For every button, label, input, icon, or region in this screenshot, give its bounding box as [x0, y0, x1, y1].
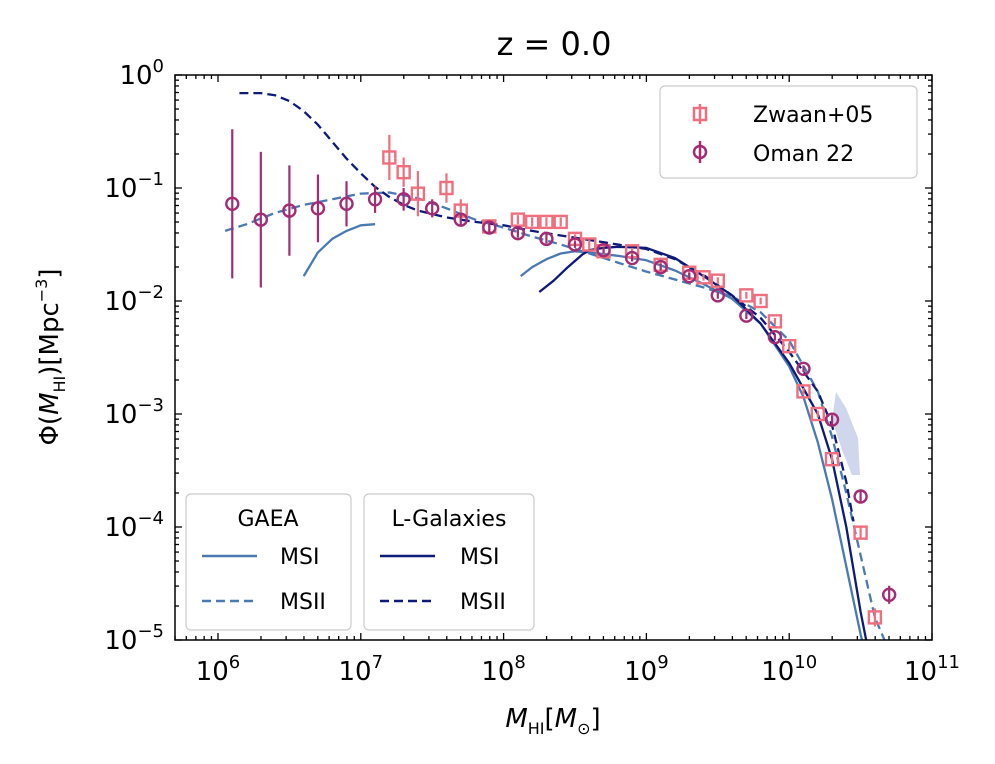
marker-zwaan-05-25: [853, 525, 868, 540]
y-tick-label-2: 10−2: [104, 282, 164, 317]
marker-zwaan-05-26: [867, 610, 883, 625]
marker-oman-22-0: [225, 196, 240, 212]
x-tick-label-2: 108: [481, 652, 526, 687]
legend-zwaan-marker: [692, 104, 708, 124]
marker-oman-22-16: [682, 268, 697, 284]
marker-oman-22-15: [653, 259, 668, 275]
marker-oman-22-9: [482, 220, 497, 235]
legend-gaea-title: GAEA: [237, 507, 298, 532]
axis-tick-labels: 106 107 108 109 1010 1011 100 10−1 10−2 10−3 10−4 1…: [104, 56, 960, 687]
marker-zwaan-05-21: [781, 339, 797, 354]
marker-oman-22-20: [796, 361, 811, 376]
marker-zwaan-05-9: [553, 214, 568, 230]
marker-zwaan-05-24: [824, 452, 840, 467]
legend-lgal-msi: MSI: [460, 545, 499, 570]
legend-gaea: GAEA MSI MSII: [185, 493, 352, 631]
legend-oman-label: Oman 22: [753, 142, 854, 167]
marker-oman-22-11: [539, 231, 554, 247]
chart-title: z = 0.0: [497, 25, 612, 63]
marker-zwaan-05-18: [739, 288, 754, 303]
marker-zwaan-05-2: [410, 186, 426, 201]
marker-oman-22-17: [710, 288, 725, 303]
shaded-uncertainty-band: [832, 392, 860, 475]
series-line-gaea-msi-0: [302, 223, 376, 277]
legend-zwaan-label: Zwaan+05: [753, 103, 873, 128]
y-tick-label-0: 100: [119, 56, 164, 91]
marker-oman-22-1: [253, 212, 269, 227]
marker-oman-22-14: [624, 250, 640, 266]
legend-gaea-msi: MSI: [280, 545, 319, 570]
marker-zwaan-05-23: [810, 406, 825, 422]
marker-oman-22-21: [824, 412, 840, 427]
marker-oman-22-8: [453, 212, 468, 227]
marker-zwaan-05-7: [524, 214, 540, 230]
marker-oman-22-7: [424, 201, 440, 216]
plot-frame: [174, 74, 933, 641]
marker-oman-22-22: [853, 489, 868, 504]
x-tick-label-5: 1011: [904, 652, 960, 687]
marker-oman-22-4: [339, 196, 354, 212]
legend-oman-marker: [692, 141, 708, 163]
marker-oman-22-18: [739, 308, 754, 323]
marker-zwaan-05-22: [796, 384, 811, 399]
marker-zwaan-05-19: [753, 293, 768, 309]
axis-ticks: [174, 74, 933, 641]
marker-zwaan-05-0: [382, 150, 397, 165]
marker-oman-22-13: [596, 242, 611, 258]
legend-gaea-msii: MSII: [280, 590, 326, 615]
marker-oman-22-5: [367, 192, 383, 207]
marker-zwaan-05-3: [439, 180, 454, 196]
x-tick-label-4: 1010: [761, 652, 817, 687]
plot-area: [224, 91, 897, 640]
legend-observations: Zwaan+05 Oman 22: [659, 85, 918, 179]
marker-oman-22-10: [510, 225, 526, 241]
svg-text:Φ(MHI)[Mpc−3]: Φ(MHI)[Mpc−3]: [32, 268, 69, 445]
marker-oman-22-6: [396, 192, 411, 207]
legend-lgalaxies: L-Galaxies MSI MSII: [363, 493, 535, 631]
x-axis-label: MHI[M⊙]: [505, 704, 600, 738]
x-tick-label-3: 109: [624, 652, 669, 687]
marker-zwaan-05-6: [510, 212, 526, 227]
marker-oman-22-23: [881, 587, 897, 602]
x-tick-label-0: 106: [196, 652, 241, 687]
y-tick-label-5: 10−5: [104, 621, 164, 656]
y-tick-label-1: 10−1: [104, 169, 164, 204]
legend-lgal-msii: MSII: [460, 590, 506, 615]
marker-zwaan-05-20: [767, 314, 783, 329]
marker-oman-22-19: [767, 329, 783, 345]
x-tick-label-1: 107: [339, 652, 384, 687]
marker-zwaan-05-11: [582, 237, 597, 252]
marker-zwaan-05-1: [396, 164, 411, 180]
y-tick-label-4: 10−4: [104, 508, 164, 543]
legend-lgal-title: L-Galaxies: [392, 507, 507, 532]
svg-text:MHI[M⊙]: MHI[M⊙]: [505, 704, 600, 738]
marker-oman-22-3: [310, 201, 326, 216]
marker-zwaan-05-17: [710, 273, 725, 288]
y-axis-label: Φ(MHI)[Mpc−3]: [32, 268, 69, 445]
series-line-gaea-msi-1: [519, 250, 864, 640]
series-line-l-galaxies-msii-4: [239, 91, 855, 522]
y-tick-label-3: 10−3: [104, 395, 164, 430]
marker-zwaan-05-8: [539, 214, 554, 230]
marker-oman-22-12: [567, 237, 583, 252]
marker-zwaan-05-16: [696, 270, 711, 285]
marker-oman-22-2: [282, 203, 297, 218]
